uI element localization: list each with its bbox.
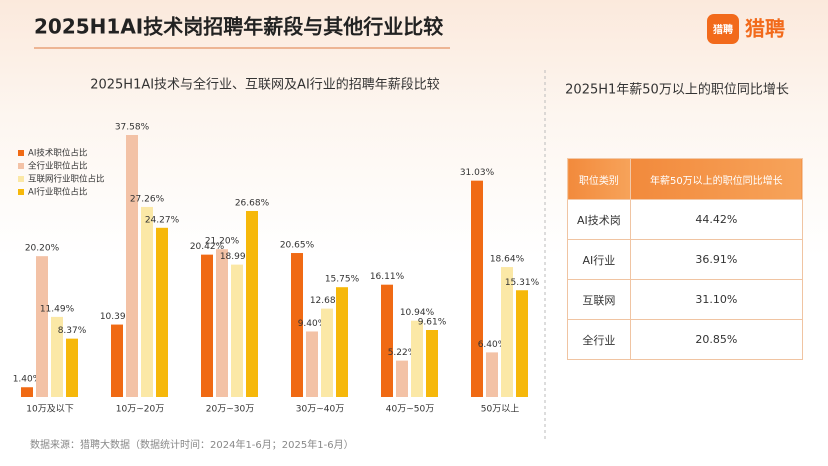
value-label: 21.20% — [205, 237, 240, 247]
value-label: 11.49% — [40, 304, 75, 314]
x-tick-label: 40万~50万 — [386, 405, 434, 415]
bar — [156, 227, 168, 397]
value-label: 9.61% — [418, 318, 447, 328]
bar — [321, 308, 333, 397]
value-label: 6.40% — [478, 340, 507, 350]
value-label: 27.26% — [130, 194, 165, 204]
table: 职位类别 年薪50万以上的职位同比增长 AI技术岗 44.42% AI行业 36.91% 互… — [567, 158, 804, 360]
legend-swatch — [18, 189, 24, 195]
x-tick-label: 10万~20万 — [116, 405, 164, 415]
bar — [501, 267, 513, 397]
table-row: AI行业 36.91% — [567, 239, 804, 280]
value-label: 15.31% — [505, 278, 540, 288]
value-label: 18.64% — [490, 255, 525, 265]
bar — [231, 264, 243, 397]
footer: 数据来源：猎聘大数据（数据统计时间：2024年1-6月；2025年1-6月） — [30, 438, 354, 451]
value-label: 20.42% — [190, 242, 225, 252]
value-label: 31.03% — [460, 168, 495, 178]
bar — [201, 254, 213, 397]
table-cell: AI行业 — [567, 239, 631, 280]
value-label: 26.68% — [235, 198, 270, 208]
table-cell: 36.91% — [629, 239, 804, 280]
value-label: 15.75% — [325, 275, 360, 285]
x-tick-label: 30万~40万 — [296, 405, 344, 415]
table-header-cell: 年薪50万以上的职位同比增长 — [629, 158, 804, 200]
bar — [471, 180, 483, 397]
value-label: 10.94% — [400, 308, 435, 318]
value-label: 10.39% — [100, 312, 135, 322]
table-cell: 20.85% — [629, 319, 804, 360]
table-title: 2025H1年薪50万以上的职位同比增长 — [565, 82, 789, 98]
bar — [291, 253, 303, 397]
legend-label: 全行业职位占比 — [28, 161, 88, 172]
table-cell: 互联网 — [567, 279, 631, 320]
bar — [51, 316, 63, 397]
bar — [21, 387, 33, 397]
logo-text: 猎聘 — [745, 17, 785, 41]
value-label: 24.27% — [145, 215, 180, 225]
value-label: 20.20% — [25, 244, 60, 254]
table-row: 互联网 31.10% — [567, 279, 804, 320]
legend-swatch — [18, 176, 24, 182]
bar — [111, 324, 123, 397]
value-label: 5.22% — [388, 348, 417, 358]
table-header-cell: 职位类别 — [567, 158, 631, 200]
bar — [426, 330, 438, 397]
bar — [141, 206, 153, 397]
legend-label: AI行业职位占比 — [28, 187, 87, 198]
value-label: 9.40% — [298, 319, 327, 329]
legend-label: 互联网行业职位占比 — [28, 174, 105, 185]
value-label: 20.65% — [280, 241, 315, 251]
table-row: AI技术岗 44.42% — [567, 199, 804, 240]
bar — [486, 352, 498, 397]
legend-label: AI技术职位占比 — [28, 148, 87, 159]
page-title: 2025H1AI技术岗招聘年薪段与其他行业比较 — [34, 15, 443, 39]
table-cell: AI技术岗 — [567, 199, 631, 240]
table-cell: 31.10% — [629, 279, 804, 320]
legend-swatch — [18, 150, 24, 156]
chart-title: 2025H1AI技术与全行业、互联网及AI行业的招聘年薪段比较 — [90, 77, 440, 93]
bar — [216, 249, 228, 397]
bar — [306, 331, 318, 397]
value-label: 12.68% — [310, 296, 345, 306]
value-label: 1.40% — [13, 375, 42, 385]
bar — [66, 338, 78, 397]
bar — [36, 256, 48, 397]
logo-icon-text: 猎聘 — [713, 23, 733, 36]
value-label: 16.11% — [370, 272, 405, 282]
bar — [381, 284, 393, 397]
legend-swatch — [18, 163, 24, 169]
x-tick-label: 50万以上 — [481, 404, 519, 415]
bar — [411, 320, 423, 397]
logo-icon — [707, 14, 739, 44]
value-label: 8.37% — [58, 326, 87, 336]
value-label: 18.99% — [220, 252, 255, 262]
table-cell: 44.42% — [629, 199, 804, 240]
bar — [246, 210, 258, 397]
table-header-row: 职位类别 年薪50万以上的职位同比增长 — [567, 158, 804, 200]
table-cell: 全行业 — [567, 319, 631, 360]
bar — [336, 287, 348, 397]
bar — [126, 135, 138, 397]
bar — [396, 360, 408, 397]
value-label: 37.58% — [115, 123, 150, 133]
x-tick-label: 10万及以下 — [26, 404, 73, 415]
table-row: 全行业 20.85% — [567, 319, 804, 360]
x-tick-label: 20万~30万 — [206, 405, 254, 415]
bar — [516, 290, 528, 397]
